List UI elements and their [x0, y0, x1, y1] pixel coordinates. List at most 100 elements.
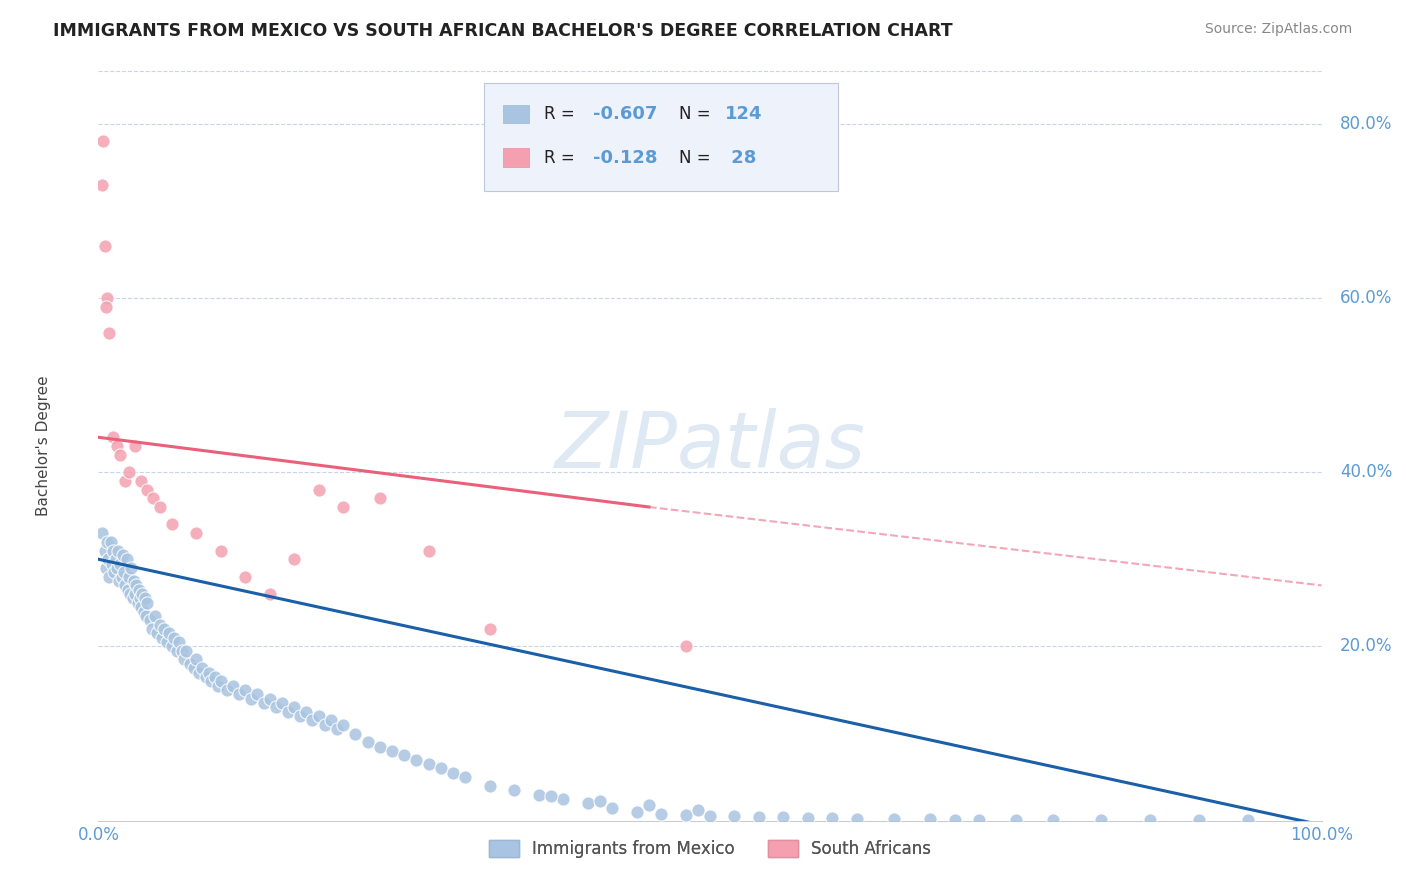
Point: [139, 613, 162, 627]
Point: [314, 718, 336, 732]
Point: [142, 491, 165, 506]
Point: [1004, 813, 1026, 827]
Point: [326, 722, 349, 736]
Text: ZIPatlas: ZIPatlas: [554, 408, 866, 484]
Point: [129, 474, 152, 488]
Point: [920, 812, 942, 826]
Point: [233, 570, 256, 584]
Point: [160, 640, 183, 654]
Point: [156, 635, 179, 649]
Point: [252, 696, 274, 710]
Point: [943, 813, 966, 827]
Point: [686, 803, 709, 817]
Point: [240, 691, 263, 706]
Point: [128, 582, 150, 597]
Text: 124: 124: [725, 105, 762, 123]
Point: [246, 687, 269, 701]
Point: [110, 448, 132, 462]
Point: [675, 808, 697, 822]
Point: [115, 552, 138, 566]
Point: [478, 622, 501, 636]
Point: [111, 548, 134, 562]
Bar: [503, 148, 529, 167]
Point: [200, 674, 222, 689]
Text: Bachelor's Degree: Bachelor's Degree: [37, 376, 51, 516]
Point: [104, 552, 127, 566]
Point: [259, 587, 281, 601]
Point: [149, 617, 172, 632]
Point: [441, 765, 464, 780]
Point: [270, 696, 294, 710]
Point: [149, 500, 172, 514]
Point: [136, 596, 159, 610]
Text: -0.607: -0.607: [593, 105, 657, 123]
Point: [845, 812, 868, 826]
Point: [418, 543, 440, 558]
Point: [111, 570, 134, 584]
Point: [576, 796, 599, 810]
Point: [96, 534, 118, 549]
Point: [127, 596, 149, 610]
Point: [187, 665, 209, 680]
Point: [283, 552, 305, 566]
Point: [176, 644, 198, 658]
Text: R =: R =: [544, 105, 581, 123]
Point: [129, 591, 152, 606]
Bar: [503, 104, 529, 123]
Point: [107, 543, 129, 558]
Point: [118, 570, 141, 584]
Point: [1188, 813, 1211, 827]
Point: [204, 670, 226, 684]
Point: [191, 661, 214, 675]
Point: [105, 439, 128, 453]
Point: [589, 795, 612, 809]
Point: [478, 779, 501, 793]
Point: [207, 679, 229, 693]
Point: [650, 806, 672, 821]
Point: [215, 682, 238, 697]
Point: [136, 483, 159, 497]
Point: [94, 300, 117, 314]
Point: [143, 608, 166, 623]
Point: [121, 591, 143, 606]
Point: [301, 714, 323, 728]
Point: [105, 561, 128, 575]
Point: [772, 810, 794, 824]
Point: [527, 788, 550, 802]
Point: [101, 430, 124, 444]
Point: [110, 557, 132, 571]
Point: [540, 789, 562, 804]
Text: 80.0%: 80.0%: [1340, 115, 1392, 133]
Point: [553, 792, 575, 806]
Point: [103, 566, 125, 580]
Point: [160, 517, 183, 532]
Point: [112, 566, 135, 580]
Point: [883, 812, 905, 826]
Point: [264, 700, 287, 714]
Point: [131, 587, 153, 601]
Point: [259, 691, 281, 706]
Point: [319, 714, 342, 728]
Point: [141, 622, 163, 636]
Legend: Immigrants from Mexico, South Africans: Immigrants from Mexico, South Africans: [482, 833, 938, 864]
Point: [430, 761, 453, 775]
Point: [132, 605, 155, 619]
Point: [179, 657, 201, 671]
Point: [503, 783, 526, 797]
Point: [600, 800, 623, 814]
Point: [290, 709, 312, 723]
Point: [183, 661, 205, 675]
Text: Source: ZipAtlas.com: Source: ZipAtlas.com: [1205, 22, 1353, 37]
Point: [381, 744, 404, 758]
Point: [157, 626, 180, 640]
Point: [418, 757, 440, 772]
Text: 28: 28: [725, 149, 756, 167]
Point: [332, 718, 354, 732]
Point: [699, 809, 721, 823]
Point: [308, 483, 330, 497]
Point: [1042, 813, 1064, 827]
Point: [283, 700, 305, 714]
Point: [150, 631, 173, 645]
Point: [392, 748, 416, 763]
Point: [637, 797, 661, 812]
